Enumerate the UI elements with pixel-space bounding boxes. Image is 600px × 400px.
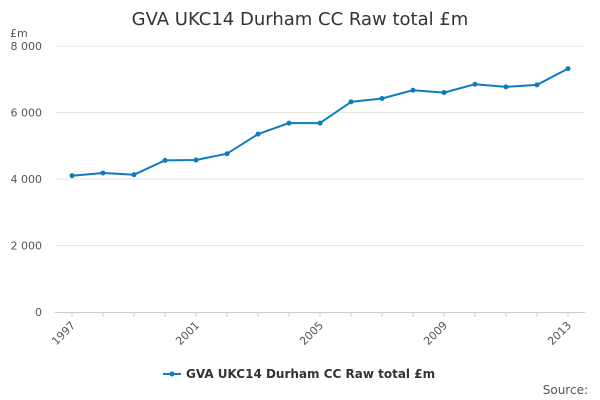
data-point[interactable]	[194, 158, 199, 163]
chart-title: GVA UKC14 Durham CC Raw total £m	[132, 9, 469, 30]
y-tick-label: 0	[35, 306, 42, 319]
x-tick-label: 2013	[545, 319, 574, 348]
data-point[interactable]	[318, 121, 323, 126]
x-axis-ticks: 1997 2001 2005 2009 2013	[49, 312, 574, 348]
y-axis-unit-label: £m	[10, 27, 28, 40]
legend-marker-icon	[170, 372, 175, 377]
data-point[interactable]	[380, 96, 385, 101]
grid-lines	[55, 46, 585, 246]
y-axis-ticks: 0 2 000 4 000 6 000 8 000	[11, 40, 43, 319]
data-point[interactable]	[70, 173, 75, 178]
data-point[interactable]	[101, 171, 106, 176]
data-point[interactable]	[535, 82, 540, 87]
x-tick-label: 1997	[49, 319, 78, 348]
data-point[interactable]	[225, 151, 230, 156]
data-point[interactable]	[473, 82, 478, 87]
data-point[interactable]	[132, 172, 137, 177]
x-tick-label: 2001	[173, 319, 202, 348]
data-point[interactable]	[442, 90, 447, 95]
data-point[interactable]	[504, 84, 509, 89]
data-point[interactable]	[287, 121, 292, 126]
legend[interactable]: GVA UKC14 Durham CC Raw total £m	[163, 367, 435, 381]
x-tick-label: 2009	[421, 319, 450, 348]
data-point[interactable]	[163, 158, 168, 163]
series-layer	[70, 66, 571, 178]
y-tick-label: 8 000	[11, 40, 43, 53]
data-point[interactable]	[411, 88, 416, 93]
y-tick-label: 4 000	[11, 173, 43, 186]
data-point[interactable]	[566, 66, 571, 71]
data-point[interactable]	[349, 99, 354, 104]
legend-item-label[interactable]: GVA UKC14 Durham CC Raw total £m	[186, 367, 435, 381]
x-tick-label: 2005	[297, 319, 326, 348]
source-label[interactable]: Source:	[543, 383, 588, 397]
y-tick-label: 6 000	[11, 107, 43, 120]
y-tick-label: 2 000	[11, 240, 43, 253]
data-point[interactable]	[256, 132, 261, 137]
